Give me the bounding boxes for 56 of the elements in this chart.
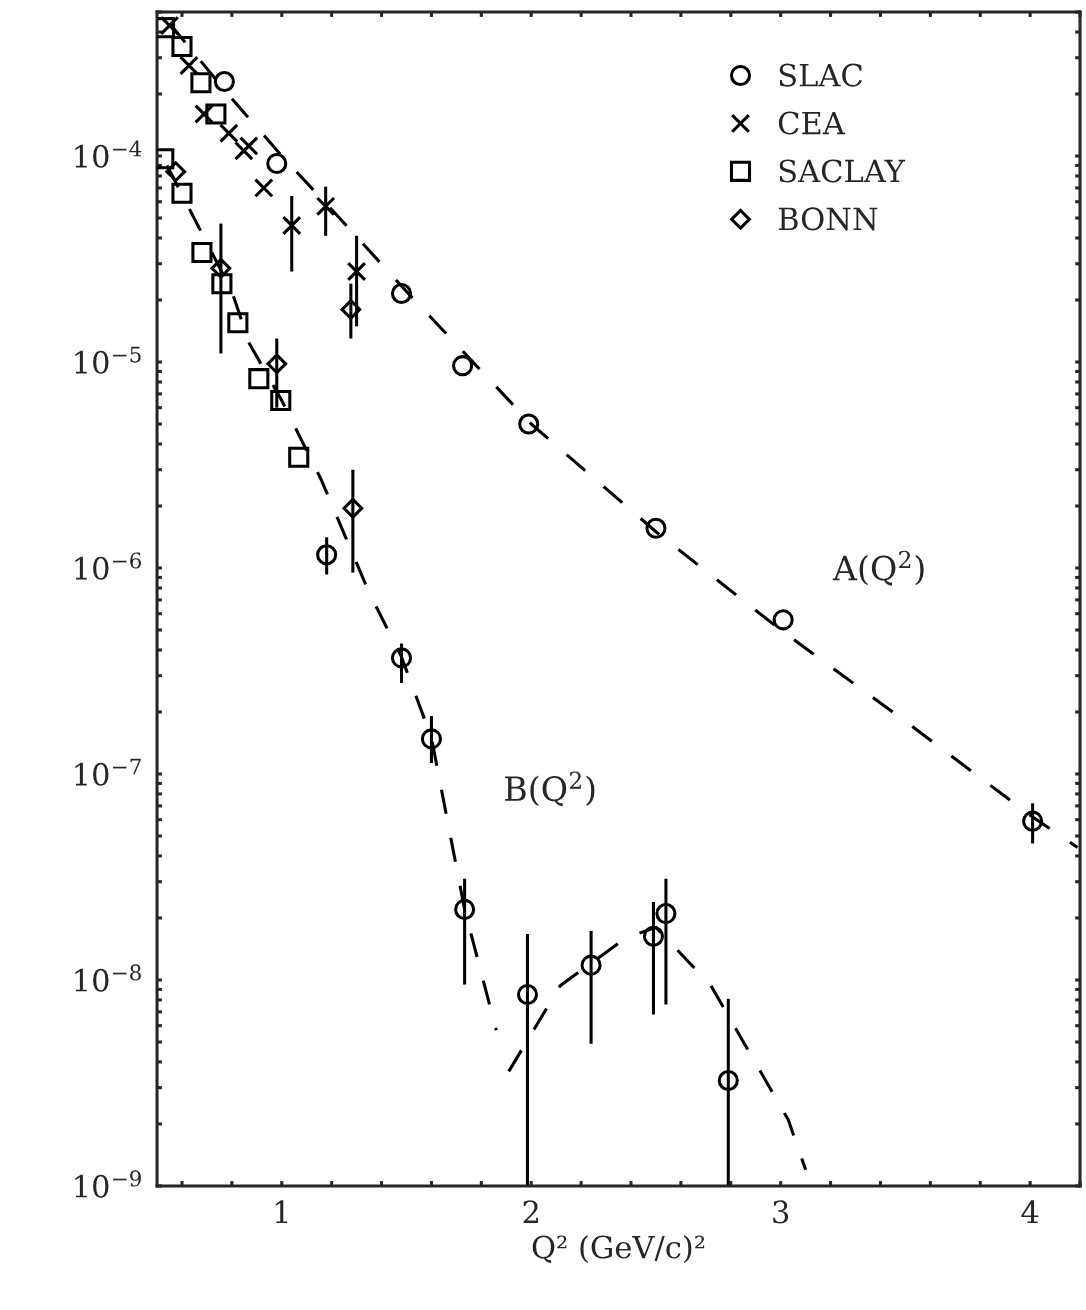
point xyxy=(171,35,193,58)
point xyxy=(248,368,270,390)
point xyxy=(518,413,540,435)
point xyxy=(179,55,199,76)
point xyxy=(342,497,364,519)
point xyxy=(253,178,274,198)
point xyxy=(213,70,235,93)
point xyxy=(315,196,336,217)
point xyxy=(211,273,233,295)
y-tick-label: 10$^{−5}$ xyxy=(75,346,141,374)
point xyxy=(642,925,665,947)
point xyxy=(205,103,227,125)
legend-label: CEA xyxy=(778,111,846,135)
annotation: B(Q$^{2}$) xyxy=(505,771,595,807)
point xyxy=(266,152,288,175)
point xyxy=(454,898,476,920)
point xyxy=(655,903,677,925)
point xyxy=(580,954,602,976)
point xyxy=(772,609,794,631)
point xyxy=(516,983,539,1006)
y-tick-label: 10$^{−7}$ xyxy=(75,758,141,786)
point xyxy=(717,1069,739,1092)
y-tick-label: 10$^{−9}$ xyxy=(75,1170,141,1198)
point xyxy=(420,728,442,750)
x-tick-label: 2 xyxy=(523,1200,538,1224)
point xyxy=(1022,810,1044,832)
point xyxy=(390,647,413,669)
point xyxy=(266,353,288,375)
point xyxy=(190,72,212,94)
point xyxy=(390,282,413,305)
point xyxy=(159,15,180,36)
y-tick-label: 10$^{−6}$ xyxy=(75,552,141,580)
x-axis-title: Q² (GeV/c)² xyxy=(532,1234,705,1264)
point xyxy=(288,446,310,468)
legend-label: SLAC xyxy=(779,63,862,87)
point xyxy=(191,241,213,264)
y-tick-label: 10$^{−4}$ xyxy=(75,140,142,168)
point xyxy=(219,123,239,144)
point xyxy=(238,136,259,156)
legend-label: SACLAY xyxy=(779,159,906,183)
y-tick-label: 10$^{−8}$ xyxy=(75,964,141,992)
legend-label: BONN xyxy=(778,207,878,231)
point xyxy=(316,544,338,566)
x-tick-label: 3 xyxy=(773,1200,789,1224)
point xyxy=(645,517,667,539)
x-tick-label: 1 xyxy=(275,1200,288,1224)
x-tick-label: 4 xyxy=(1021,1200,1039,1224)
annotation: A(Q$^{2}$) xyxy=(832,550,924,586)
point xyxy=(233,140,254,161)
point xyxy=(452,355,474,377)
point xyxy=(270,389,292,412)
point xyxy=(194,104,214,124)
point xyxy=(171,182,193,204)
point xyxy=(227,312,249,334)
point xyxy=(340,299,362,320)
point xyxy=(281,215,302,236)
